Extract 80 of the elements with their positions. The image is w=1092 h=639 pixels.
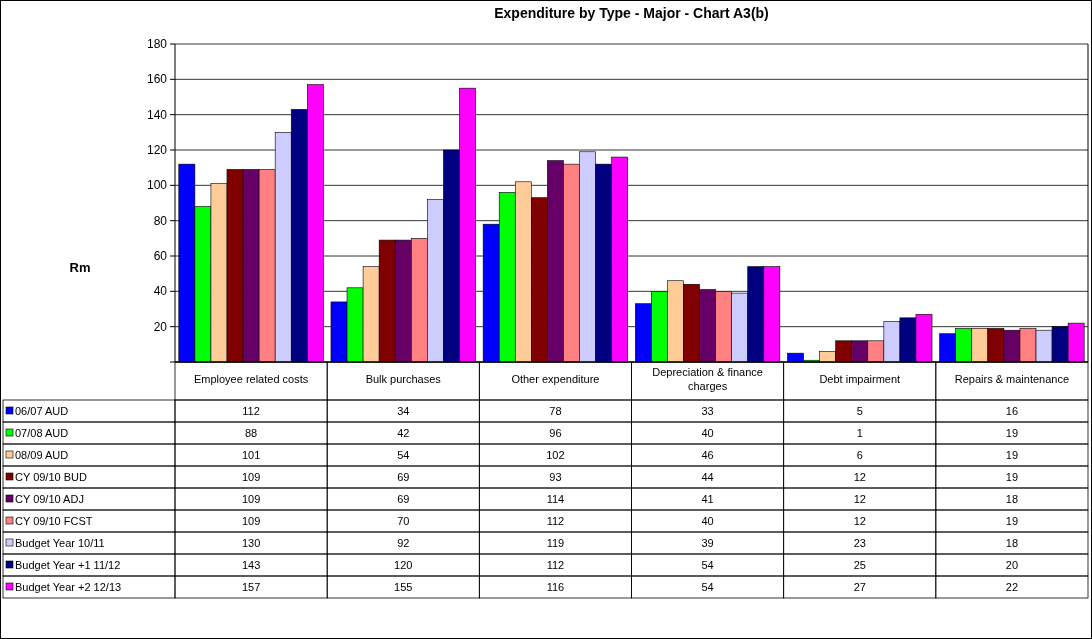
x-tick-label: Bulk purchases (365, 373, 442, 385)
data-label: 157 (241, 581, 261, 593)
data-label: 27 (853, 581, 866, 593)
data-label: 101 (241, 449, 261, 461)
data-label: 23 (853, 537, 866, 549)
data-label: 19 (1005, 427, 1019, 439)
legend-label: CY 09/10 FCST (15, 515, 93, 527)
legend-label: Budget Year 10/11 (15, 537, 105, 549)
data-label: 19 (1005, 515, 1019, 527)
legend-label: 07/08 AUD (15, 427, 69, 439)
data-label: 39 (701, 537, 714, 549)
data-label: 20 (1005, 559, 1019, 571)
chart-title: Expenditure by Type - Major - Chart A3(b) (494, 5, 769, 21)
data-label: 22 (1005, 581, 1019, 593)
data-label: 69 (397, 493, 410, 505)
y-tick-label: 20 (153, 319, 168, 334)
data-label: 12 (853, 493, 866, 505)
data-label: 41 (701, 493, 714, 505)
legend-label: 06/07 AUD (15, 405, 69, 417)
data-label: 18 (1005, 537, 1019, 549)
data-label: 5 (856, 405, 863, 417)
y-tick-label: 140 (146, 107, 168, 122)
y-tick-label: 80 (153, 213, 168, 228)
data-label: 130 (241, 537, 261, 549)
data-label: 54 (397, 449, 410, 461)
data-label: 119 (546, 537, 565, 549)
data-label: 46 (701, 449, 714, 461)
data-label: 88 (244, 427, 258, 439)
data-label: 112 (546, 515, 565, 527)
x-tick-label: Debt impairment (819, 373, 901, 385)
data-label: 19 (1005, 471, 1019, 483)
data-label: 70 (397, 515, 410, 527)
data-label: 33 (701, 405, 714, 417)
data-label: 6 (856, 449, 863, 461)
data-label: 114 (546, 493, 565, 505)
data-label: 143 (241, 559, 261, 571)
data-label: 42 (397, 427, 410, 439)
x-tick-label: Depreciation & finance charges (652, 366, 763, 392)
data-label: 92 (397, 537, 410, 549)
data-label: 54 (701, 581, 714, 593)
data-label: 54 (701, 559, 714, 571)
legend-label: Budget Year +1 11/12 (15, 559, 121, 571)
legend-label: CY 09/10 BUD (15, 471, 87, 483)
data-label: 19 (1005, 449, 1019, 461)
data-label: 44 (701, 471, 714, 483)
data-label: 78 (549, 405, 562, 417)
data-label: 96 (549, 427, 562, 439)
legend-label: 08/09 AUD (15, 449, 69, 461)
legend-label: CY 09/10 ADJ (15, 493, 84, 505)
data-label: 155 (394, 581, 413, 593)
data-label: 69 (397, 471, 410, 483)
y-tick-label: 120 (146, 143, 168, 157)
data-label: 12 (853, 515, 866, 527)
data-label: 109 (241, 493, 261, 505)
data-label: 25 (853, 559, 866, 571)
data-label: 112 (242, 405, 260, 417)
y-tick-label: 180 (146, 37, 168, 51)
x-tick-label: Other expenditure (511, 373, 600, 385)
data-label: 102 (546, 449, 565, 461)
data-label: 109 (241, 471, 261, 483)
y-tick-label: 60 (153, 249, 168, 263)
x-tick-label: Employee related costs (193, 373, 309, 385)
data-label: 40 (701, 427, 714, 439)
data-label: 34 (397, 405, 410, 417)
data-label: 12 (853, 471, 866, 483)
data-label: 112 (546, 559, 565, 571)
legend-label: Budget Year +2 12/13 (15, 581, 122, 593)
x-tick-label: Repairs & maintenance (954, 373, 1070, 385)
y-tick-label: 160 (146, 72, 168, 87)
y-axis-title: Rm (69, 260, 91, 275)
data-label: 93 (549, 471, 562, 483)
y-tick-label: 100 (146, 178, 168, 193)
data-label: 40 (701, 515, 714, 527)
data-label: 16 (1005, 405, 1019, 417)
data-label: 116 (546, 581, 565, 593)
data-label: 1 (856, 427, 863, 439)
data-label: 18 (1005, 493, 1019, 505)
y-tick-label: 40 (153, 284, 168, 299)
data-label: 120 (394, 559, 413, 571)
data-label: 109 (241, 515, 261, 527)
